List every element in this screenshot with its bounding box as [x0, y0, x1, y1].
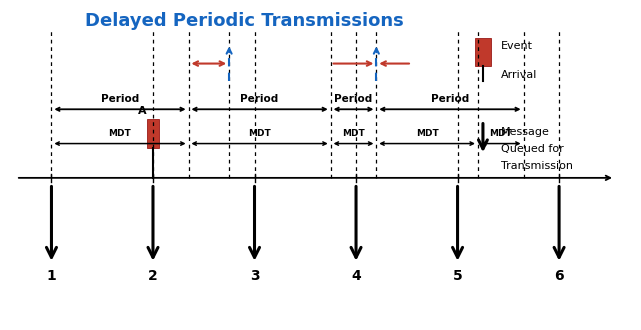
Bar [147, 119, 159, 148]
Text: Period: Period [431, 94, 469, 104]
Text: Period: Period [101, 94, 139, 104]
Text: Delayed Periodic Transmissions: Delayed Periodic Transmissions [85, 12, 404, 30]
Text: 5: 5 [453, 269, 462, 283]
Text: Period: Period [240, 94, 279, 104]
Text: 3: 3 [250, 269, 260, 283]
Bar [475, 38, 491, 66]
Text: 6: 6 [554, 269, 564, 283]
Text: Message: Message [501, 127, 550, 137]
Text: Period: Period [335, 94, 372, 104]
Text: MDT: MDT [108, 129, 131, 138]
Text: MDT: MDT [248, 129, 271, 138]
Text: 4: 4 [351, 269, 361, 283]
Text: Event: Event [501, 41, 533, 51]
Text: MDT: MDT [416, 129, 438, 138]
Text: MDT: MDT [489, 129, 512, 138]
Text: MDT: MDT [342, 129, 365, 138]
Text: Arrival: Arrival [501, 70, 538, 80]
Text: Transmission: Transmission [501, 161, 573, 171]
Text: A: A [138, 106, 147, 116]
Text: 1: 1 [47, 269, 56, 283]
Text: Queued for: Queued for [501, 144, 564, 154]
Text: 2: 2 [148, 269, 158, 283]
